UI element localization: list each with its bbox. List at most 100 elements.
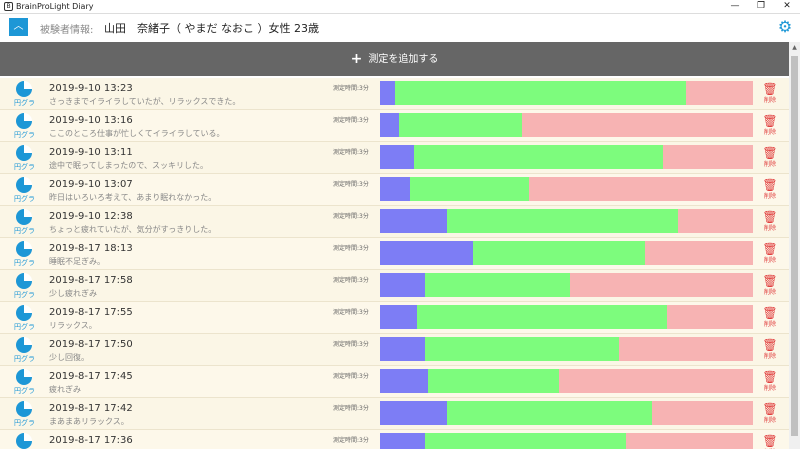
add-measurement-button[interactable]: + 測定を追加する: [0, 42, 789, 76]
measurement-datetime: 2019-9-10 13:16: [49, 115, 133, 126]
measurement-note: 途中で眠ってしまったので、スッキリした。: [49, 161, 208, 170]
pie-chart-button[interactable]: 円グラフ: [14, 145, 35, 181]
bar-segment-green: [473, 241, 645, 265]
measurement-list: 円グラフ 2019-9-10 13:23 さっきまでイライラしていたが、リラック…: [0, 78, 789, 449]
measurement-datetime: 2019-9-10 13:11: [49, 147, 133, 158]
bar-segment-blue: [380, 401, 448, 425]
state-bar: [380, 81, 753, 105]
scrollbar[interactable]: ▲: [789, 42, 800, 449]
pie-chart-button[interactable]: 円グラフ: [14, 305, 35, 341]
pie-chart-button[interactable]: 円グラフ: [14, 337, 35, 373]
pie-chart-icon: [16, 145, 32, 161]
state-bar: [380, 241, 753, 265]
bar-segment-green: [428, 369, 560, 393]
state-bar: [380, 305, 753, 329]
trash-icon: 🗑: [762, 338, 778, 352]
pie-chart-button[interactable]: 円グラフ: [14, 177, 35, 213]
pie-chart-button[interactable]: 円グラフ: [14, 273, 35, 309]
delete-button[interactable]: 🗑 削除: [762, 273, 778, 299]
collapse-button[interactable]: ︿: [9, 18, 28, 36]
measurement-duration: 測定時間:3分: [333, 341, 369, 348]
state-bar: [380, 177, 753, 201]
delete-button[interactable]: 🗑 削除: [762, 337, 778, 363]
bar-segment-green: [447, 209, 679, 233]
bar-segment-green: [424, 433, 627, 449]
trash-icon: 🗑: [762, 114, 778, 128]
delete-button[interactable]: 🗑 削除: [762, 305, 778, 331]
measurement-duration: 測定時間:3分: [333, 245, 369, 252]
pie-chart-icon: [16, 177, 32, 193]
delete-label: 削除: [763, 289, 776, 296]
trash-icon: 🗑: [762, 306, 778, 320]
pie-chart-icon: [16, 81, 32, 97]
state-bar: [380, 337, 753, 361]
bar-segment-pink: [678, 209, 753, 233]
app-icon: B: [4, 2, 13, 11]
bar-segment-pink: [652, 401, 753, 425]
list-item: 円グラフ 2019-9-10 13:16 ここのところ仕事が忙しくてイライラして…: [0, 110, 789, 149]
delete-button[interactable]: 🗑 削除: [762, 369, 778, 395]
state-bar: [380, 209, 753, 233]
pie-chart-icon: [16, 273, 32, 289]
measurement-datetime: 2019-8-17 17:58: [49, 275, 133, 286]
pie-chart-icon: [16, 209, 32, 225]
measurement-note: リラックス。: [49, 321, 97, 330]
measurement-duration: 測定時間:3分: [333, 181, 369, 188]
close-button[interactable]: ✕: [783, 1, 791, 11]
bar-segment-blue: [380, 433, 425, 449]
bar-segment-green: [424, 337, 619, 361]
pie-chart-button[interactable]: 円グラフ: [14, 241, 35, 277]
pie-chart-button[interactable]: 円グラフ: [14, 209, 35, 245]
delete-label: 削除: [763, 129, 776, 136]
state-bar: [380, 433, 753, 449]
bar-segment-blue: [380, 145, 414, 169]
list-item: 円グラフ 2019-8-17 17:58 少し疲れぎみ 測定時間:3分 🗑 削除: [0, 270, 789, 309]
scroll-up-icon[interactable]: ▲: [792, 44, 797, 51]
maximize-button[interactable]: ❐: [756, 1, 766, 11]
delete-button[interactable]: 🗑 削除: [762, 241, 778, 267]
scrollbar-thumb[interactable]: [791, 56, 798, 436]
state-bar: [380, 273, 753, 297]
state-bar: [380, 401, 753, 425]
delete-button[interactable]: 🗑 削除: [762, 113, 778, 139]
delete-button[interactable]: 🗑 削除: [762, 177, 778, 203]
bar-segment-pink: [570, 273, 753, 297]
measurement-datetime: 2019-8-17 17:50: [49, 339, 133, 350]
delete-button[interactable]: 🗑 削除: [762, 145, 778, 171]
state-bar: [380, 113, 753, 137]
list-item: 円グラフ 2019-8-17 17:50 少し回復。 測定時間:3分 🗑 削除: [0, 334, 789, 373]
bar-segment-blue: [380, 81, 395, 105]
bar-segment-pink: [618, 337, 753, 361]
chevron-up-icon: ︿: [13, 21, 24, 32]
bar-segment-pink: [521, 113, 753, 137]
gear-icon[interactable]: ⚙: [777, 17, 793, 36]
delete-button[interactable]: 🗑 削除: [762, 209, 778, 235]
pie-chart-button[interactable]: 円グラフ: [14, 369, 35, 405]
plus-icon: +: [350, 51, 363, 67]
delete-button[interactable]: 🗑 削除: [762, 433, 778, 449]
measurement-note: 昨日はいろいろ考えて、あまり眠れなかった。: [49, 193, 217, 202]
measurement-note: 疲れぎみ: [49, 385, 81, 394]
pie-chart-button[interactable]: 円グラフ: [14, 81, 35, 117]
delete-label: 削除: [763, 353, 776, 360]
bar-segment-pink: [663, 145, 753, 169]
bar-segment-green: [398, 113, 522, 137]
pie-chart-button[interactable]: 円グラフ: [14, 433, 34, 449]
state-bar: [380, 369, 753, 393]
bar-segment-green: [424, 273, 571, 297]
bar-segment-green: [447, 401, 653, 425]
list-item: 円グラフ 2019-8-17 18:13 睡眠不足ぎみ。 測定時間:3分 🗑 削…: [0, 238, 789, 277]
minimize-button[interactable]: —: [730, 1, 740, 11]
pie-chart-button[interactable]: 円グラフ: [14, 113, 35, 149]
bar-segment-pink: [559, 369, 753, 393]
subject-label: 被験者情報:: [40, 25, 94, 36]
trash-icon: 🗑: [762, 82, 778, 96]
delete-button[interactable]: 🗑 削除: [762, 401, 778, 427]
pie-chart-icon: [16, 433, 32, 449]
delete-button[interactable]: 🗑 削除: [762, 81, 778, 107]
title-bar: B BrainProLight Diary — ❐ ✕: [0, 0, 800, 14]
trash-icon: 🗑: [762, 242, 778, 256]
pie-chart-button[interactable]: 円グラフ: [14, 401, 35, 437]
bar-segment-blue: [380, 273, 425, 297]
subject-header: ︿ 被験者情報: 山田 奈緒子（ やまだ なおこ ）女性 23歳 ⚙: [0, 15, 800, 41]
